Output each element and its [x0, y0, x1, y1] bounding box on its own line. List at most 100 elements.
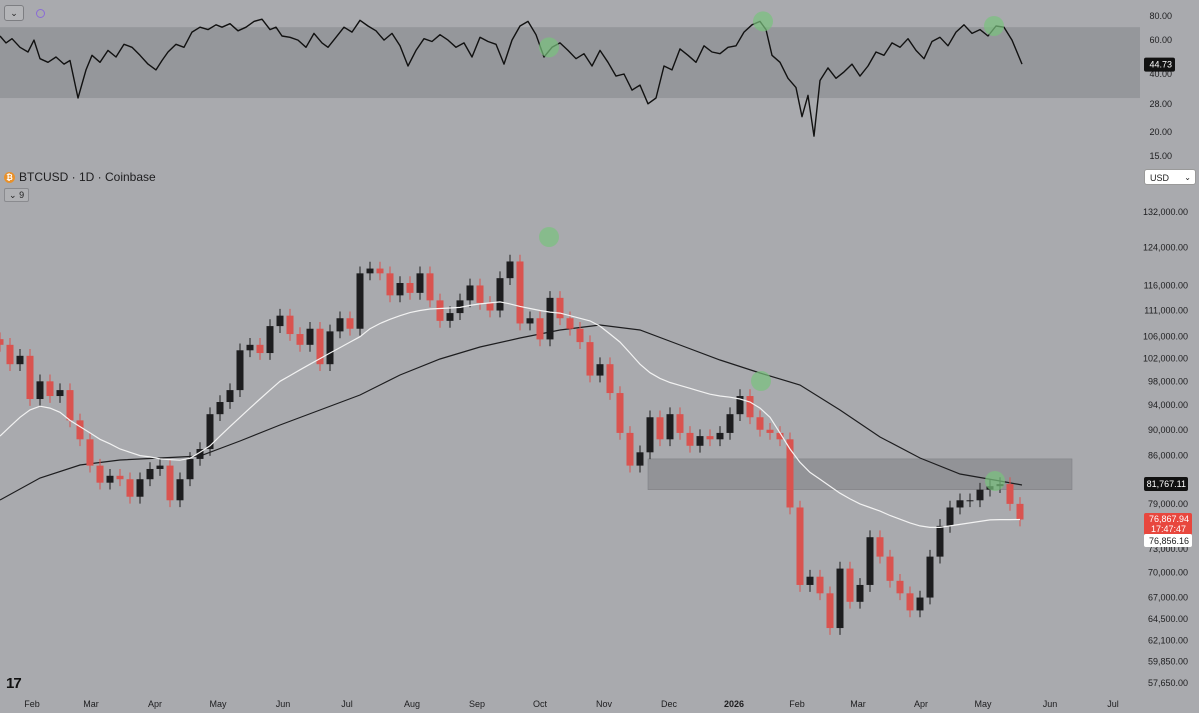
candle-body: [826, 593, 834, 629]
time-tick-label: Mar: [83, 699, 99, 709]
candle-body: [86, 439, 94, 466]
rsi-value-badge: [1144, 57, 1175, 72]
candle-body: [686, 432, 694, 446]
candle-body: [26, 355, 34, 400]
candle-body: [436, 300, 444, 321]
candle-body: [956, 500, 964, 508]
candle-body: [756, 417, 764, 430]
candle-body: [706, 436, 714, 440]
candle-body: [376, 268, 384, 274]
candle-body: [1006, 484, 1014, 504]
price-tick-label: 102,000.00: [1143, 354, 1188, 364]
candle-body: [626, 432, 634, 466]
price-tick-label: 67,000.00: [1148, 593, 1188, 603]
candle-body: [76, 420, 84, 440]
candle-body: [776, 432, 784, 440]
candle-body: [206, 414, 214, 450]
countdown-label: 17:47:47: [1151, 524, 1186, 534]
candle-body: [346, 318, 354, 329]
candle-body: [66, 390, 74, 421]
time-tick-label: Jul: [1107, 699, 1119, 709]
candle-body: [816, 576, 824, 594]
indicator-count: 9: [19, 190, 25, 200]
candle-body: [606, 364, 614, 394]
candle-body: [486, 302, 494, 311]
price-tick-label: 64,500.00: [1148, 614, 1188, 624]
candle-body: [636, 452, 644, 466]
ma-slow-line: [0, 324, 1023, 501]
candle-body: [856, 584, 864, 602]
candle-body: [366, 268, 374, 274]
pane-menu-chevron-icon[interactable]: ⌄: [4, 5, 24, 21]
rsi-tick-label: 80.00: [1149, 11, 1172, 21]
currency-value: USD: [1150, 173, 1170, 183]
time-tick-label: May: [209, 699, 227, 709]
candle-body: [276, 315, 284, 327]
candle-body: [726, 414, 734, 433]
candle-body: [646, 417, 654, 453]
time-tick-label: Apr: [148, 699, 162, 709]
candle-body: [876, 537, 884, 557]
logo-text: 17: [6, 675, 22, 692]
time-tick-label: Feb: [24, 699, 40, 709]
price-tick-label: 98,000.00: [1148, 376, 1188, 386]
bitcoin-icon: ₿: [4, 171, 15, 183]
candle-body: [106, 475, 114, 483]
candle-body: [246, 344, 254, 351]
price-tick-label: 124,000.00: [1143, 243, 1188, 253]
rsi-peak-marker: [539, 37, 559, 58]
time-tick-label: Oct: [533, 699, 548, 709]
candle-body: [326, 331, 334, 365]
tradingview-logo[interactable]: 17: [6, 675, 22, 692]
price-tick-label: 132,000.00: [1143, 207, 1188, 217]
candle-body: [116, 475, 124, 480]
candle-body: [1016, 503, 1024, 520]
candle-body: [466, 285, 474, 301]
symbol-title[interactable]: ₿ BTCUSD · 1D · Coinbase: [4, 170, 156, 184]
time-axis[interactable]: Feb Mar Apr May Jun Jul Aug Sep Oct Nov Dec 2026 Feb…: [24, 699, 1119, 709]
candle-body: [496, 278, 504, 311]
candle-body: [406, 283, 414, 293]
candle-body: [676, 414, 684, 433]
candle-body: [586, 342, 594, 376]
candle-body: [716, 432, 724, 440]
candle-body: [806, 576, 814, 585]
candle-body: [56, 390, 64, 397]
candle-body: [176, 479, 184, 501]
rsi-band: [0, 27, 1140, 99]
ma-slow-value-label: 81,767.11: [1147, 479, 1186, 489]
candle-body: [16, 355, 24, 365]
candle-body: [536, 318, 544, 340]
candle-body: [656, 417, 664, 440]
price-tick-label: 73,000.00: [1148, 544, 1188, 554]
indicator-count-chip[interactable]: ⌄ 9: [4, 188, 30, 202]
price-peak-marker: [539, 227, 559, 247]
candle-body: [666, 414, 674, 440]
candle-body: [576, 328, 584, 343]
candle-body: [256, 344, 264, 354]
price-peak-marker: [985, 471, 1005, 491]
rsi-pane: [0, 11, 1140, 137]
rsi-peak-marker: [984, 15, 1004, 36]
candle-body: [916, 597, 924, 611]
currency-select[interactable]: USD ⌄: [1144, 169, 1196, 185]
rsi-tick-label: 28.00: [1149, 99, 1172, 109]
price-tick-label: 90,000.00: [1148, 425, 1188, 435]
candle-body: [696, 436, 704, 446]
price-tick-label: 59,850.00: [1148, 657, 1188, 667]
candle-body: [836, 568, 844, 629]
candle-body: [926, 556, 934, 598]
rsi-tick-label: 15.00: [1149, 151, 1172, 161]
candle-body: [736, 396, 744, 415]
candle-body: [336, 318, 344, 332]
candle-body: [296, 334, 304, 345]
rsi-line: [0, 18, 1023, 137]
price-axis[interactable]: 80.00 60.00 40.00 28.00 20.00 15.00 44.73 132,0…: [1143, 11, 1192, 688]
candle-body: [396, 283, 404, 296]
candle-body: [456, 300, 464, 314]
price-tick-label: 94,000.00: [1148, 400, 1188, 410]
candle-body: [46, 381, 54, 397]
candle-body: [216, 402, 224, 415]
candle-body: [506, 261, 514, 279]
